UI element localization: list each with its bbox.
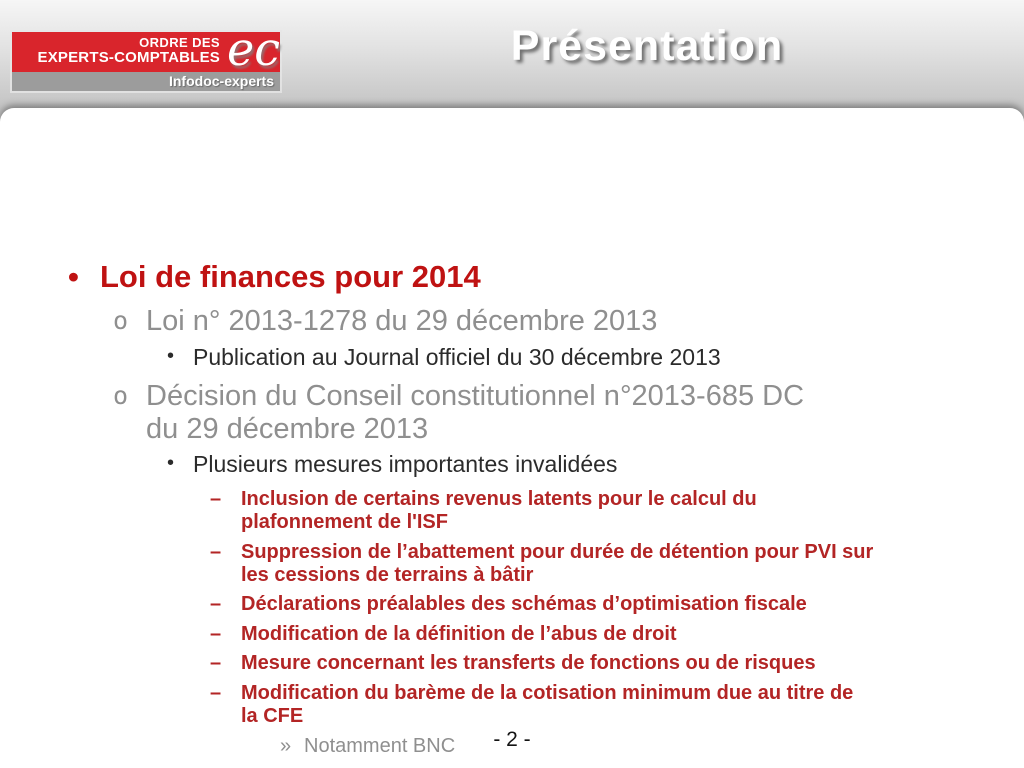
list-item-text: Loi de finances pour 2014	[100, 259, 481, 294]
list-item-text: Déclarations préalables des schémas d’op…	[241, 593, 807, 616]
bullet-dot-icon: •	[167, 452, 175, 475]
logo-red-box: ORDRE DES EXPERTS-COMPTABLES ec	[12, 26, 280, 72]
list-item: – Suppression de l’abattement pour durée…	[210, 541, 1010, 588]
list-item: » Notamment BNC	[280, 734, 1010, 758]
ec-script-icon: ec	[227, 22, 280, 76]
list-item-text: Loi n° 2013-1278 du 29 décembre 2013	[146, 305, 658, 338]
list-item: – Modification de la définition de l’abu…	[210, 623, 1010, 646]
list-item-text: Décision du Conseil constitutionnel n°20…	[146, 380, 805, 445]
slide-body: • Loi de finances pour 2014 o Loi n° 201…	[0, 108, 1024, 768]
page-number: - 2 -	[493, 728, 531, 751]
list-item-text: Inclusion de certains revenus latents po…	[241, 487, 757, 534]
list-item-text: Publication au Journal officiel du 30 dé…	[193, 343, 721, 370]
list-item-text: Suppression de l’abattement pour durée d…	[241, 540, 874, 586]
bullet-chevrons-icon: »	[280, 735, 292, 758]
slide-title: Présentation	[510, 22, 784, 70]
list-item-text: Plusieurs mesures importantes invalidées	[193, 451, 618, 478]
list-item-text: Modification du barème de la cotisation …	[241, 681, 854, 727]
bullet-circle-icon: o	[113, 306, 129, 336]
bullet-dash-icon: –	[210, 622, 222, 645]
organization-logo: ORDRE DES EXPERTS-COMPTABLES ec Infodoc-…	[12, 26, 280, 91]
list-item: – Déclarations préalables des schémas d’…	[210, 593, 1010, 616]
list-item: • Publication au Journal officiel du 30 …	[167, 344, 1010, 372]
list-item: o Loi n° 2013-1278 du 29 décembre 2013	[113, 305, 1010, 337]
logo-line2: EXPERTS-COMPTABLES	[37, 49, 220, 67]
logo-line1: ORDRE DES	[139, 35, 220, 50]
bullet-dash-icon: –	[210, 487, 222, 510]
bullet-dot-icon: •	[68, 259, 79, 294]
bullet-circle-icon: o	[113, 381, 129, 411]
list-item: • Plusieurs mesures importantes invalidé…	[167, 451, 1010, 479]
list-item: – Mesure concernant les transferts de fo…	[210, 652, 1010, 675]
bullet-list: • Loi de finances pour 2014 o Loi n° 201…	[0, 258, 1010, 764]
infodoc-experts-label: Infodoc-experts	[12, 72, 280, 91]
list-item: • Loi de finances pour 2014	[68, 258, 1010, 295]
list-item: – Modification du barème de la cotisatio…	[210, 682, 1010, 729]
list-item: – Inclusion de certains revenus latents …	[210, 488, 1010, 535]
list-item-text: Mesure concernant les transferts de fonc…	[241, 652, 816, 675]
list-item: o Décision du Conseil constitutionnel n°…	[113, 380, 1010, 445]
bullet-dash-icon: –	[210, 540, 222, 563]
bullet-dash-icon: –	[210, 593, 222, 616]
bullet-dot-icon: •	[167, 344, 175, 367]
bullet-dash-icon: –	[210, 652, 222, 675]
bullet-dash-icon: –	[210, 681, 222, 704]
list-item-text: Modification de la définition de l’abus …	[241, 622, 677, 645]
list-item-text: Notamment BNC	[304, 735, 456, 758]
logo-wordmark: ORDRE DES EXPERTS-COMPTABLES	[37, 35, 220, 67]
